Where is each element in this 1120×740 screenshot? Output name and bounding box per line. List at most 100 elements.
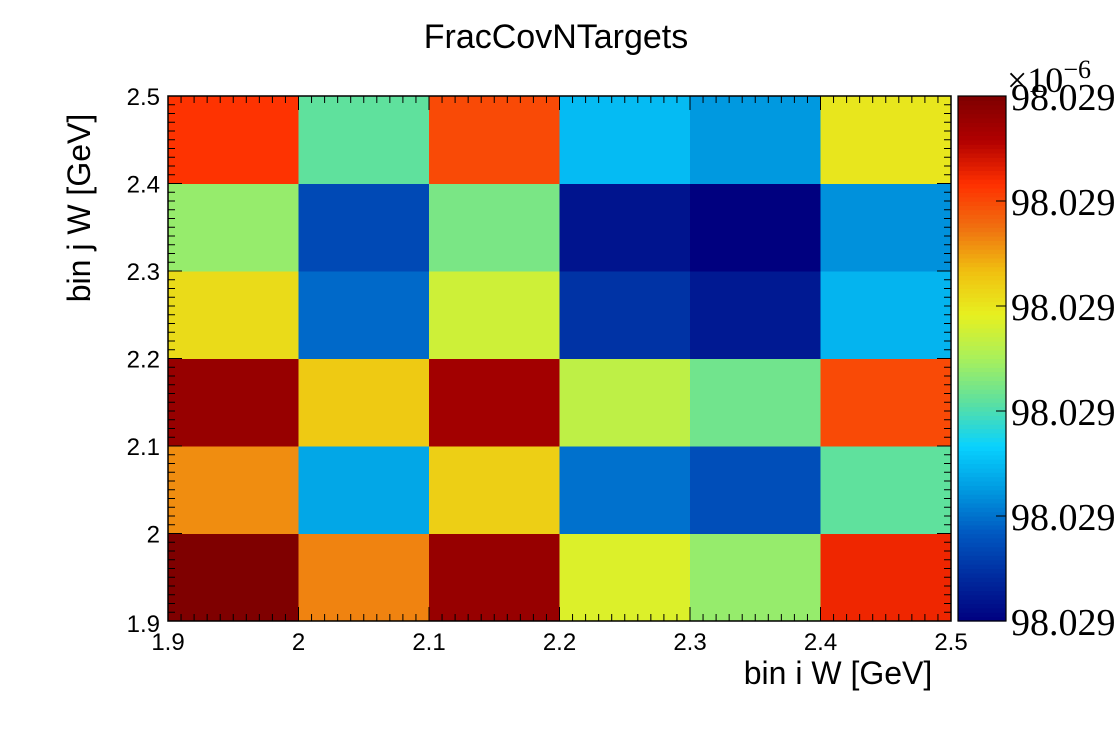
colorbar-segment [958,279,1006,285]
heatmap-cell [429,96,560,184]
colorbar-segment [958,227,1006,233]
heatmap-cell [690,183,821,272]
colorbar-segment [958,209,1006,215]
colorbar-segment [958,551,1006,556]
heatmap-cell [690,533,821,622]
colorbar-segment [958,603,1006,609]
colorbar-segment [958,341,1006,346]
colorbar-segment [958,428,1006,434]
colorbar-segment [958,314,1006,320]
colorbar-segment [958,240,1006,246]
colorbar-segment [958,572,1006,578]
colorbar-segment [958,393,1006,399]
colorbar-segment [958,109,1006,115]
colorbar-segment [958,380,1006,386]
colorbar-segment [958,271,1006,276]
heatmap-cell [820,446,952,534]
colorbar-segment [958,152,1006,158]
colorbar-segment [958,502,1006,508]
colorbar-segment [958,424,1006,430]
colorbar-segment [958,297,1006,303]
y-tick-label: 2.3 [127,259,160,286]
colorbar-segment [958,327,1006,333]
heatmap-cell [298,96,430,184]
x-tick-label: 2.5 [934,629,967,656]
colorbar-segment [958,520,1006,526]
colorbar-segment [958,411,1006,416]
y-tick-label: 2 [147,522,160,549]
x-tick-label: 2.1 [412,629,445,656]
colorbar-segment [958,257,1006,263]
y-tick-label: 2.1 [127,434,160,461]
colorbar-segment [958,419,1006,425]
colorbar-segment [958,494,1006,500]
colorbar-segment [958,485,1006,491]
colorbar-segment [958,612,1006,618]
colorbar-segment [958,96,1006,101]
colorbar-segment [958,581,1006,587]
colorbar-segment [958,607,1006,613]
colorbar-segment [958,406,1006,412]
heatmap-cell [690,271,821,359]
colorbar-segment [958,450,1006,456]
colorbar-segment [958,131,1006,136]
y-tick-label: 2.5 [127,84,160,111]
heatmap-cell [559,183,691,272]
plot-axes: 1.9 2 2.1 2.2 2.3 2.4 2.5 1.9 2 2.1 2.2 2.3 2.4 2.5 [127,84,968,656]
colorbar-segment [958,218,1006,224]
colorbar-tick-label: 98.029 [1011,287,1116,329]
heatmap-cell [429,183,560,272]
colorbar-segment [958,594,1006,600]
colorbar-segment [958,345,1006,351]
colorbar-segment [958,481,1006,486]
heatmap-cell [298,271,430,359]
y-tick-label: 1.9 [127,611,160,638]
colorbar-segment [958,205,1006,211]
colorbar-segment [958,244,1006,250]
colorbar-segment [958,568,1006,574]
colorbar-segment [958,262,1006,268]
heatmap-cell [298,533,430,622]
heatmap-cell [559,271,691,359]
colorbar-segment [958,354,1006,360]
colorbar-segment [958,104,1006,110]
colorbar-segment [958,144,1006,150]
colorbar-segment [958,284,1006,290]
heatmap-cell [820,96,952,184]
heatmap-cell [690,358,821,447]
colorbar-segment [958,463,1006,469]
colorbar-segment [958,546,1006,552]
colorbar-segment [958,358,1006,364]
colorbar-segment [958,459,1006,465]
colorbar-segment [958,446,1006,451]
colorbar-segment [958,201,1006,206]
colorbar-segment [958,389,1006,395]
colorbar-segment [958,249,1006,255]
colorbar-segment [958,349,1006,355]
colorbar-frame [957,95,1007,622]
colorbar-segment [958,441,1006,447]
colorbar-segment [958,292,1006,298]
colorbar-segment [958,170,1006,176]
colorbar-segment [958,336,1006,342]
color-scale-bar: 98.029 98.029 98.029 98.029 98.029 98.029 [957,77,1116,644]
colorbar-segment [958,157,1006,163]
colorbar-segment [958,476,1006,482]
heatmap-cell [820,533,952,622]
colorbar-segment [958,599,1006,605]
heatmap-cell [559,446,691,534]
colorbar-segment [958,126,1006,132]
heatmap-cells [168,96,952,622]
colorbar-segment [958,537,1006,543]
chart-title: FracCovNTargets [424,18,689,56]
colorbar-segment [958,231,1006,237]
y-tick-label: 2.2 [127,347,160,374]
colorbar-segment [958,397,1006,403]
colorbar-segment [958,577,1006,583]
colorbar-segment [958,100,1006,106]
colorbar-segment [958,319,1006,325]
y-tick-label: 2.4 [127,172,160,199]
colorbar-segment [958,437,1006,443]
heatmap-cell [559,358,691,447]
colorbar-segment [958,236,1006,241]
